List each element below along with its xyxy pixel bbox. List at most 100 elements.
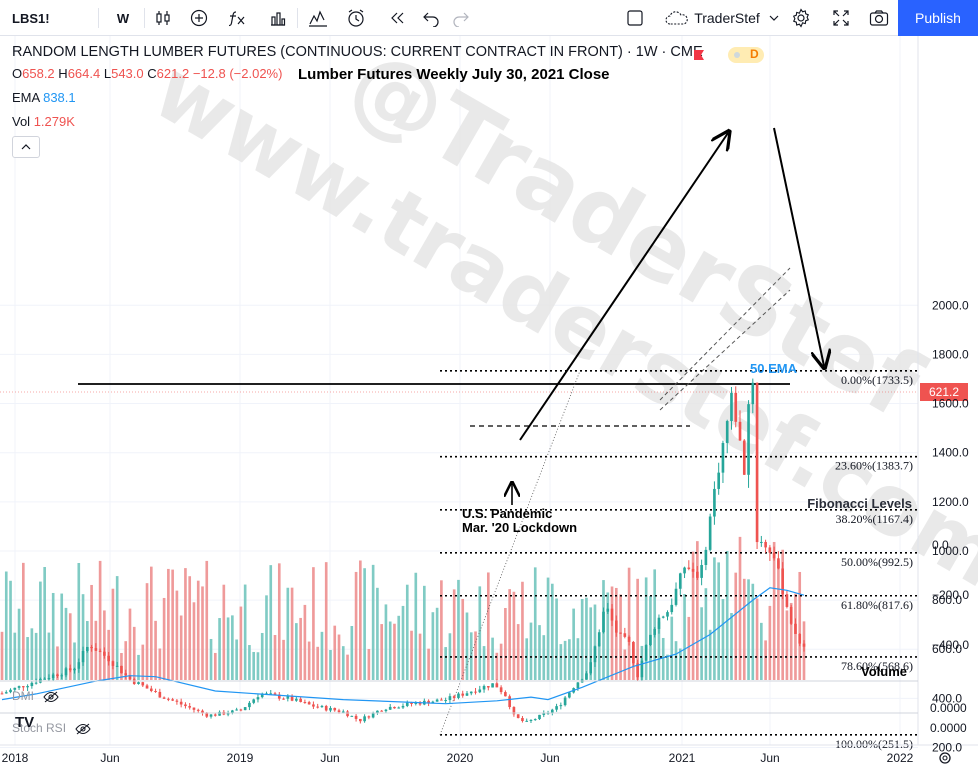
redo-icon[interactable] — [448, 0, 474, 36]
volume-bar — [448, 633, 452, 680]
hidden-eye-icon[interactable] — [43, 691, 60, 703]
publish-button[interactable]: Publish — [898, 0, 978, 36]
volume-bar — [533, 567, 537, 680]
candle-body — [427, 700, 430, 704]
volume-bar — [124, 641, 128, 680]
templates-icon[interactable] — [304, 0, 332, 36]
series-title[interactable]: RANDOM LENGTH LUMBER FUTURES (CONTINUOUS… — [12, 44, 703, 60]
volume-bar — [623, 649, 627, 680]
chart-type-candles-icon[interactable] — [150, 0, 176, 36]
time-tick-label: 2022 — [887, 751, 914, 765]
symbol-search-button[interactable]: LBS1! — [6, 0, 98, 36]
snapshot-camera-icon[interactable] — [866, 0, 892, 36]
delayed-data-badge[interactable]: D — [728, 47, 764, 63]
candle-body — [0, 693, 4, 695]
layout-name-label: TraderStef — [694, 10, 760, 26]
symbol-label: LBS1! — [12, 10, 50, 26]
interval-button[interactable]: W — [108, 0, 138, 36]
volume-bar — [516, 624, 520, 680]
fib-level-label: 23.60%(1383.7) — [835, 459, 913, 473]
volume-bar — [213, 652, 217, 680]
volume-legend[interactable]: Vol 1.279K — [12, 114, 75, 129]
delayed-badge-label: D — [750, 47, 759, 61]
candle-body — [734, 392, 738, 422]
candle-body — [192, 707, 196, 710]
price-tick-label: 2000.0 — [932, 298, 969, 312]
fullscreen-icon[interactable] — [828, 0, 854, 36]
dmi-pane-label[interactable]: DMI — [12, 689, 60, 703]
candle-body — [713, 488, 716, 517]
candle-body — [188, 706, 192, 708]
volume-bar — [209, 638, 213, 680]
financials-bars-icon[interactable] — [265, 0, 291, 36]
candle-body — [196, 709, 200, 711]
volume-bar — [167, 568, 170, 680]
volume-bar — [307, 641, 311, 680]
candle-body — [64, 668, 68, 676]
candle-body — [589, 662, 593, 674]
layout-menu-button[interactable]: TraderStef — [662, 0, 782, 36]
price-tick-label: 200.0 — [932, 740, 962, 754]
price-tick-label: 1600.0 — [932, 397, 969, 411]
volume-bar — [384, 604, 388, 680]
candle-body — [452, 696, 456, 698]
candle-body — [179, 701, 183, 705]
fib-levels-title: Fibonacci Levels — [807, 496, 912, 511]
candle-body — [619, 632, 622, 634]
axis-settings-gear-icon[interactable] — [939, 752, 951, 764]
volume-bar — [367, 649, 371, 680]
replay-icon[interactable] — [384, 0, 410, 36]
candle-body — [282, 698, 285, 700]
volume-bar — [235, 639, 238, 680]
compare-add-icon[interactable] — [186, 0, 212, 36]
fullscreen-checkbox-icon[interactable] — [622, 0, 648, 36]
pandemic-label-line-1: U.S. Pandemic — [462, 506, 552, 521]
candle-body — [367, 716, 371, 718]
high-value: 664.4 — [67, 66, 101, 81]
candle-body — [376, 710, 379, 713]
candle-body — [666, 612, 669, 617]
volume-bar — [205, 560, 209, 680]
volume-bar — [798, 571, 802, 680]
volume-bar — [346, 654, 349, 680]
indicators-fx-icon[interactable] — [222, 0, 252, 36]
alert-clock-icon[interactable] — [342, 0, 370, 36]
flag-icon[interactable] — [693, 48, 705, 60]
candle-body — [632, 641, 635, 664]
candle-body — [120, 665, 123, 674]
candle-body — [533, 719, 537, 721]
candle-body — [559, 705, 563, 707]
gear-hub — [942, 755, 948, 761]
volume-bar — [508, 589, 511, 680]
volume-bar — [290, 587, 294, 680]
candle-body — [30, 682, 34, 687]
volume-bar — [742, 578, 746, 680]
candle-body — [115, 665, 119, 667]
volume-bar — [730, 613, 733, 680]
candle-body — [760, 541, 763, 543]
candle-body — [414, 702, 418, 704]
candle-body — [128, 675, 132, 680]
candle-body — [324, 705, 328, 711]
candle-body — [785, 594, 789, 607]
volume-bar — [359, 560, 362, 680]
candle-body — [393, 706, 396, 709]
volume-bar — [580, 598, 584, 680]
candle-body — [34, 682, 38, 684]
candle-body — [738, 421, 742, 441]
volume-bar — [324, 562, 328, 680]
volume-bar — [627, 567, 631, 680]
fibonacci-levels: 0.00%(1733.5) 23.60%(1383.7) 38.20%(1167.4… — [439, 369, 918, 751]
hidden-eye-icon[interactable] — [75, 723, 92, 735]
candle-body — [661, 616, 665, 618]
candle-body — [380, 710, 383, 712]
undo-icon[interactable] — [418, 0, 444, 36]
settings-gear-icon[interactable] — [788, 0, 814, 36]
volume-bar — [252, 651, 256, 680]
ema-legend[interactable]: EMA 838.1 — [12, 90, 76, 105]
stoch-rsi-pane-label[interactable]: Stoch RSI — [12, 721, 92, 735]
collapse-legend-button[interactable] — [12, 136, 40, 158]
candle-body — [260, 693, 264, 698]
volume-bar — [747, 579, 750, 680]
